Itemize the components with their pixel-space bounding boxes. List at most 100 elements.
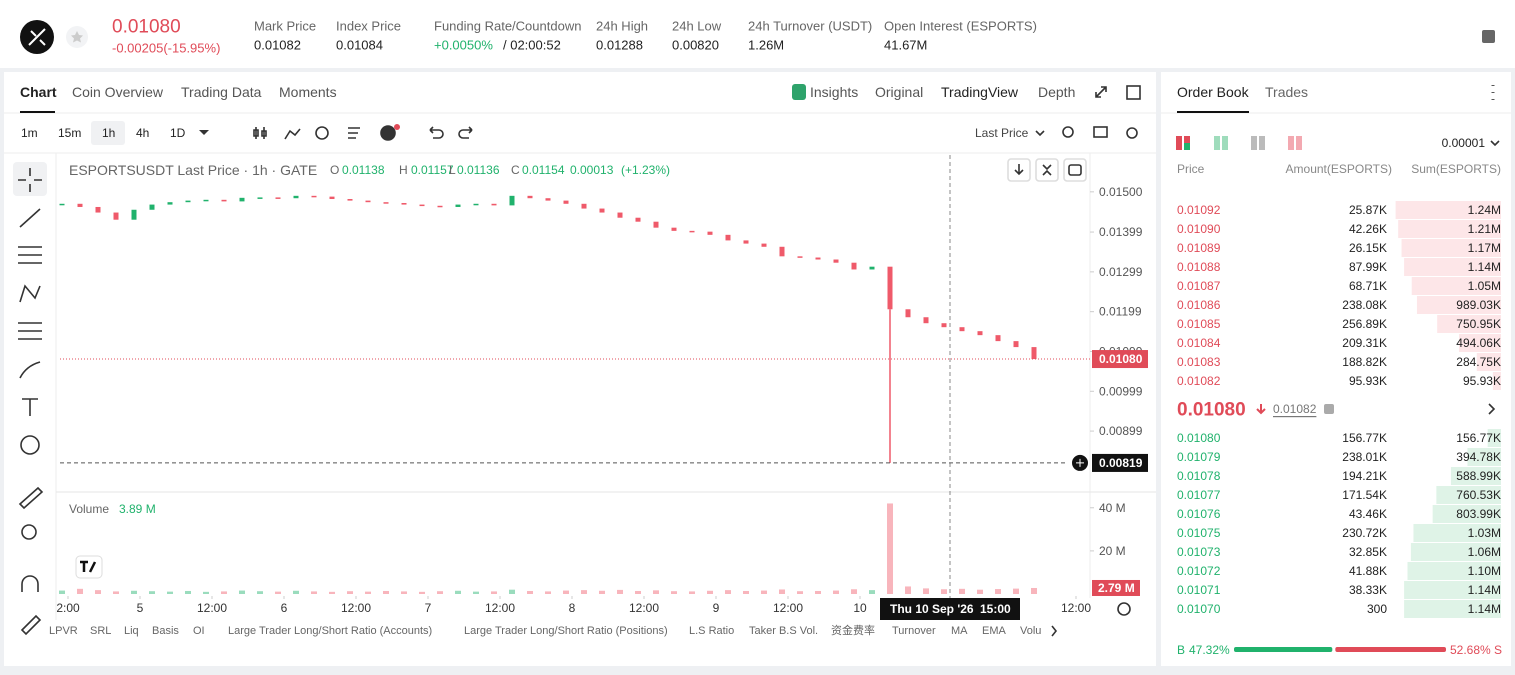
ob-price[interactable]: 0.01077 [1177,488,1221,502]
book-asks-icon[interactable] [1288,136,1302,150]
candle-body [653,221,659,228]
button[interactable] [1007,158,1031,182]
volume-bar [833,590,839,594]
tab[interactable]: Moments [279,84,337,100]
indicator-tab[interactable]: Liq [124,625,139,637]
expand-icon[interactable] [1095,86,1107,98]
indicator-tab[interactable]: Large Trader Long/Short Ratio (Positions… [464,625,668,637]
search-icon[interactable] [1062,126,1074,138]
candle-body [131,209,137,220]
book-bids-icon[interactable] [1214,136,1228,150]
indicator-tab[interactable]: SRL [90,625,111,637]
tab[interactable]: Chart [20,84,57,100]
book-icon[interactable] [1251,136,1265,150]
tab[interactable]: Coin Overview [72,84,164,100]
depth-bar [1407,562,1501,580]
pencil-tool[interactable] [20,614,42,636]
pattern-tool[interactable] [19,284,41,303]
line-tool[interactable] [19,208,41,228]
indicator-tab[interactable]: Taker B.S Vol. [749,625,818,637]
indicator-tab[interactable]: Turnover [892,625,936,637]
ob-price[interactable]: 0.01092 [1177,203,1221,217]
settings-icon[interactable] [1117,602,1131,616]
dropdown[interactable] [199,130,209,135]
ob-price[interactable]: 0.01083 [1177,355,1221,369]
book-icon[interactable] [1482,30,1495,43]
dropdown[interactable] [1490,140,1500,147]
indicator-tab[interactable]: Volu [1020,625,1041,637]
precision[interactable]: 0.00001 [1442,136,1486,150]
ohlc-value: 0.01136 [457,163,500,177]
add-icon[interactable] [380,125,396,141]
timeframe[interactable]: 4h [136,126,149,140]
crosshair-tool[interactable] [18,168,42,192]
timeframe[interactable]: 15m [58,126,81,140]
button[interactable] [1063,158,1087,182]
redo-icon[interactable] [458,126,473,139]
candle-body [239,197,245,202]
view-tab[interactable]: Depth [1038,84,1075,100]
indicator-tab[interactable]: OI [193,625,205,637]
camera-icon[interactable] [1093,126,1108,138]
fib-tool[interactable] [18,322,42,340]
text-tool[interactable] [22,398,38,416]
top-bar [0,0,1515,68]
ob-price[interactable]: 0.01085 [1177,317,1221,331]
indicator-tab[interactable]: EMA [982,625,1007,637]
ob-price[interactable]: 0.01086 [1177,298,1221,312]
view-tab[interactable]: TradingView [941,84,1019,100]
scroll-right[interactable] [1051,625,1058,637]
dropdown[interactable] [1035,130,1045,137]
template-icon[interactable] [348,127,360,139]
ohlc-change-pct: (+1.23%) [621,163,670,177]
ob-price[interactable]: 0.01087 [1177,279,1221,293]
indicator-tab[interactable]: LPVR [49,625,78,637]
ob-price[interactable]: 0.01078 [1177,469,1221,483]
timeframe[interactable]: 1D [170,126,186,140]
ruler-tool[interactable] [18,486,44,510]
ob-price[interactable]: 0.01084 [1177,336,1221,350]
indicator-tab[interactable]: Basis [152,625,179,637]
ob-price[interactable]: 0.01076 [1177,507,1221,521]
magnet-tool[interactable] [21,575,39,592]
view-tab[interactable]: Insights [810,84,858,100]
ob-sum: 1.10M [1468,564,1501,578]
chevron[interactable] [1488,403,1496,415]
ob-price[interactable]: 0.01089 [1177,241,1221,255]
ob-price[interactable]: 0.01073 [1177,545,1221,559]
ob-price[interactable]: 0.01072 [1177,564,1221,578]
brush-tool[interactable] [19,361,41,379]
ob-price[interactable]: 0.01082 [1177,374,1221,388]
indicator-tab[interactable]: 资金费率 [831,623,875,637]
tab[interactable]: Trading Data [181,84,262,100]
ob-price[interactable]: 0.01090 [1177,222,1221,236]
indicator-icon[interactable] [284,128,301,140]
ob-tab[interactable]: Order Book [1177,84,1250,100]
ob-price[interactable]: 0.01075 [1177,526,1221,540]
window-icon[interactable] [1126,85,1141,100]
timeframe[interactable]: 1m [21,126,38,140]
candles-icon[interactable] [253,127,267,139]
ob-price[interactable]: 0.01080 [1177,431,1221,445]
ob-price[interactable]: 0.01071 [1177,583,1221,597]
replay-icon[interactable] [315,126,329,140]
price-type[interactable]: Last Price [975,126,1029,140]
indicator-tab[interactable]: MA [951,625,968,637]
zoom-tool[interactable] [21,524,37,540]
ob-tab[interactable]: Trades [1265,84,1308,100]
ob-sum: 1.03M [1468,526,1501,540]
indicator-tab[interactable]: Large Trader Long/Short Ratio (Accounts) [228,625,432,637]
undo-icon[interactable] [429,126,444,139]
ob-price[interactable]: 0.01070 [1177,602,1221,616]
channel-tool[interactable] [18,246,42,264]
ob-price[interactable]: 0.01079 [1177,450,1221,464]
ob-price[interactable]: 0.01088 [1177,260,1221,274]
candle-body [869,266,875,270]
view-tab[interactable]: Original [875,84,923,100]
timeframe[interactable]: 1h [102,126,115,140]
settings-icon[interactable] [1126,127,1138,139]
indicator-tab[interactable]: L.S Ratio [689,625,734,637]
button[interactable] [1035,158,1059,182]
emoji-tool[interactable] [20,435,40,455]
